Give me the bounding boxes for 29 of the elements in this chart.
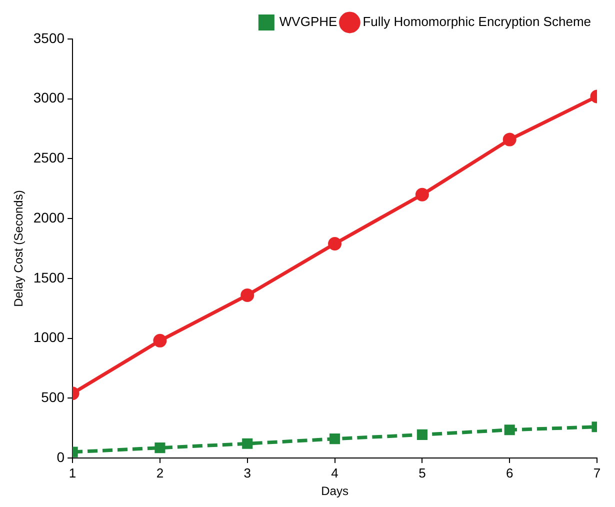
point bbox=[502, 132, 516, 146]
point bbox=[242, 438, 253, 449]
y-tick-label: 1000 bbox=[33, 329, 65, 346]
y-axis-title: Delay Cost (Seconds) bbox=[12, 190, 26, 307]
y-tick-label: 1500 bbox=[33, 269, 65, 286]
legend-label: Fully Homomorphic Encryption Scheme bbox=[362, 14, 592, 30]
point bbox=[416, 429, 428, 440]
y-tick-label: 3000 bbox=[33, 90, 65, 106]
y-tick-label: 500 bbox=[41, 389, 65, 405]
point bbox=[153, 334, 167, 348]
x-tick-label: 6 bbox=[506, 465, 514, 480]
point bbox=[154, 442, 166, 454]
x-tick-label: 5 bbox=[418, 465, 426, 480]
x-tick-label: 3 bbox=[244, 465, 251, 480]
x-tick-label: 7 bbox=[593, 465, 601, 480]
y-tick-label: 2000 bbox=[33, 209, 65, 226]
point bbox=[504, 424, 515, 436]
x-axis-title: Days bbox=[321, 484, 348, 498]
point bbox=[329, 434, 340, 444]
legend-label: WVGPHE bbox=[279, 14, 338, 30]
point bbox=[240, 288, 254, 302]
y-tick-label: 2500 bbox=[33, 150, 65, 166]
x-tick-label: 2 bbox=[156, 465, 164, 480]
x-tick-label: 4 bbox=[331, 465, 338, 480]
x-tick-label: 1 bbox=[68, 465, 76, 480]
point bbox=[415, 188, 429, 202]
point bbox=[328, 236, 342, 250]
y-tick-label: 3500 bbox=[33, 30, 65, 46]
y-tick-label: 0 bbox=[56, 448, 65, 465]
